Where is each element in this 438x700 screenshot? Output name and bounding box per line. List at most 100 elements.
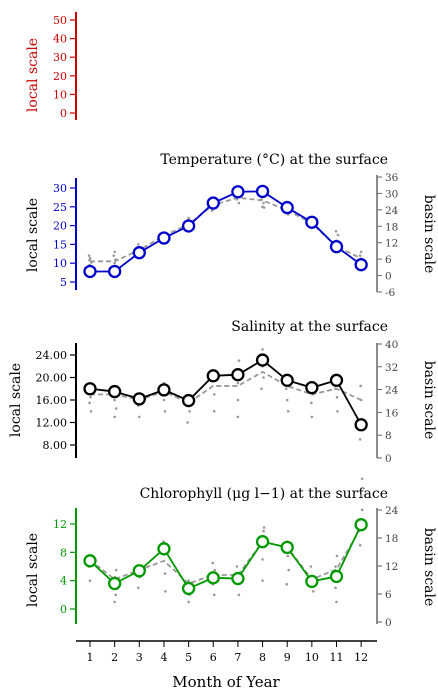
basin-point — [360, 508, 364, 512]
right-tick-label: -6 — [385, 287, 396, 299]
basin-point — [284, 387, 288, 391]
local-point — [280, 373, 294, 387]
x-tick-label: 1 — [87, 651, 94, 664]
right-tick-label: 40 — [385, 339, 398, 351]
basin-point — [237, 201, 241, 205]
local-point — [305, 380, 319, 395]
x-axis: 1 2 3 4 5 6 7 8 9 10 11 12 — [76, 640, 377, 664]
left-tick-label: 20 — [53, 70, 67, 83]
left-tick-label: 10 — [53, 257, 67, 270]
basin-point — [334, 565, 337, 568]
basin-point — [286, 409, 290, 413]
left-tick-label: 8.00 — [43, 439, 68, 452]
temperature-left-axis-label: local scale — [25, 198, 41, 272]
temperature-title: Temperature (°C) at the surface — [160, 152, 388, 168]
basin-point — [359, 494, 363, 497]
local-point — [354, 418, 368, 432]
local-point — [108, 264, 122, 279]
left-tick-label: 20.00 — [36, 372, 68, 385]
local-line — [90, 190, 362, 273]
local-point — [231, 185, 245, 199]
local-point — [305, 215, 319, 229]
basin-point — [188, 409, 191, 413]
basin-point — [113, 250, 116, 254]
basin-point — [309, 565, 313, 568]
left-tick-label: 16.00 — [36, 394, 68, 407]
basin-point — [213, 568, 217, 572]
x-tick-label: 11 — [330, 651, 344, 664]
basin-point — [187, 579, 190, 582]
local-point — [132, 392, 146, 406]
chlorophyll-right-axis-label: basin scale — [421, 528, 437, 607]
x-tick-label: 8 — [259, 651, 266, 664]
basin-point — [310, 401, 313, 405]
basin-point — [113, 415, 116, 419]
basin-point — [237, 593, 241, 597]
basin-point — [312, 589, 315, 593]
basin-point — [114, 568, 118, 572]
basin-point — [164, 589, 167, 593]
basin-point — [260, 387, 263, 391]
right-tick-label: 12 — [385, 238, 398, 250]
left-tick-label: 8 — [60, 546, 67, 559]
left-tick-label: 40 — [53, 33, 67, 46]
basin-point — [359, 384, 362, 388]
left-tick-label: 20 — [53, 220, 67, 233]
basin-point — [262, 201, 265, 205]
basin-point — [360, 477, 364, 481]
x-tick-label: 2 — [111, 651, 118, 664]
right-tick-label: 0 — [385, 271, 392, 283]
basin-point — [336, 409, 339, 413]
right-tick-label: 0 — [385, 453, 392, 465]
basin-point — [89, 395, 92, 399]
right-tick-label: 16 — [385, 407, 399, 419]
basin-point — [186, 421, 189, 424]
local-point — [83, 264, 97, 279]
basin-point — [89, 409, 93, 413]
temperature-panel: Temperature (°C) at the surface local sc… — [25, 152, 437, 299]
right-tick-label: 8 — [385, 430, 392, 442]
local-point — [132, 246, 146, 260]
x-tick-label: 4 — [160, 651, 167, 664]
basin-point — [262, 206, 266, 209]
empty-panel: local scale 0 10 20 30 40 50 — [25, 12, 77, 120]
right-tick-label: 0 — [385, 617, 392, 629]
left-tick-label: 50 — [53, 14, 67, 27]
local-point — [280, 200, 294, 215]
basin-point — [163, 572, 167, 575]
local-point — [255, 353, 270, 367]
left-tick-label: 24.00 — [36, 349, 68, 362]
basin-point — [334, 229, 338, 233]
basin-point — [287, 568, 291, 572]
basin-point — [358, 543, 362, 547]
basin-point — [138, 415, 141, 419]
left-tick-label: 25 — [53, 201, 67, 214]
x-tick-label: 5 — [185, 651, 192, 664]
basin-point — [88, 579, 92, 582]
panel-0-left-axis-label: local scale — [25, 38, 41, 112]
basin-point — [137, 243, 140, 246]
left-tick-label: 30 — [53, 182, 67, 195]
basin-point — [114, 593, 117, 597]
x-tick-label: 6 — [210, 651, 217, 664]
left-tick-label: 4 — [60, 575, 67, 588]
right-tick-label: 24 — [385, 205, 399, 217]
right-tick-label: 18 — [385, 533, 398, 545]
basin-point — [236, 381, 240, 385]
local-point — [329, 240, 344, 254]
right-tick-label: 18 — [385, 221, 398, 233]
basin-point — [212, 393, 216, 396]
basin-point — [187, 600, 190, 604]
local-point — [329, 373, 344, 387]
basin-point — [235, 565, 239, 568]
x-tick-label: 3 — [136, 651, 143, 664]
basin-point — [358, 254, 362, 257]
basin-point — [112, 254, 115, 257]
local-point — [181, 581, 196, 596]
basin-point — [335, 554, 339, 558]
local-point — [181, 393, 196, 408]
basin-point — [137, 586, 140, 590]
right-tick-label: 32 — [385, 362, 398, 374]
local-point — [354, 258, 368, 272]
right-tick-label: 30 — [385, 188, 398, 200]
